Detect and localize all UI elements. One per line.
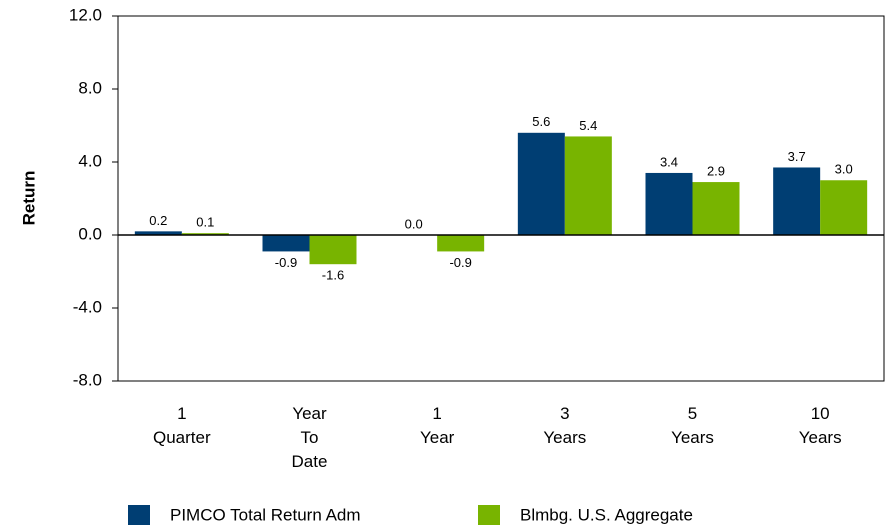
bar bbox=[564, 136, 612, 235]
y-tick-label: 0.0 bbox=[78, 224, 102, 243]
x-tick-label: 1 Quarter bbox=[153, 404, 211, 447]
x-tick-label-line: 1 bbox=[432, 404, 441, 423]
bar bbox=[773, 167, 821, 235]
bar bbox=[692, 182, 740, 235]
x-tick-label-line: 5 bbox=[688, 404, 697, 423]
y-tick-label: 8.0 bbox=[78, 78, 102, 97]
data-label: 3.0 bbox=[835, 162, 853, 177]
x-tick-label-line: Years bbox=[543, 428, 586, 447]
y-tick-label: -4.0 bbox=[73, 297, 102, 316]
legend-swatch bbox=[478, 505, 500, 525]
data-label: -0.9 bbox=[275, 255, 297, 270]
x-tick-label-line: Years bbox=[671, 428, 714, 447]
bar bbox=[437, 235, 485, 252]
legend-swatch bbox=[128, 505, 150, 525]
y-tick-label: 4.0 bbox=[78, 151, 102, 170]
x-tick-label-line: Year bbox=[420, 428, 455, 447]
bar bbox=[309, 235, 357, 265]
data-label: 0.2 bbox=[149, 213, 167, 228]
x-tick-label-line: To bbox=[301, 428, 319, 447]
y-axis-label: Return bbox=[19, 171, 38, 226]
bar bbox=[262, 235, 310, 252]
bar bbox=[517, 132, 565, 235]
x-tick-label-line: Year bbox=[292, 404, 327, 423]
bar bbox=[134, 231, 182, 235]
data-label: 5.4 bbox=[579, 118, 597, 133]
data-label: 0.0 bbox=[405, 216, 423, 231]
legend-label: PIMCO Total Return Adm bbox=[170, 505, 361, 524]
y-tick-label: 12.0 bbox=[69, 5, 102, 24]
data-label: -1.6 bbox=[322, 268, 344, 283]
data-label: 3.4 bbox=[660, 154, 678, 169]
x-tick-label-line: 1 bbox=[177, 404, 186, 423]
x-tick-label: 10 Years bbox=[799, 404, 842, 447]
x-tick-label: Year To Date bbox=[292, 404, 328, 471]
x-tick-label-line: 10 bbox=[811, 404, 830, 423]
bar bbox=[645, 172, 693, 235]
data-label: -0.9 bbox=[449, 255, 471, 270]
x-tick-label-line: Quarter bbox=[153, 428, 211, 447]
x-tick-label-line: Years bbox=[799, 428, 842, 447]
x-tick-label-line: Date bbox=[292, 452, 328, 471]
x-tick-label: 5 Years bbox=[671, 404, 714, 447]
x-tick-label: 3 Years bbox=[543, 404, 586, 447]
plot-border bbox=[117, 15, 885, 382]
data-label: 3.7 bbox=[788, 149, 806, 164]
legend-label: Blmbg. U.S. Aggregate bbox=[520, 505, 693, 524]
x-tick-label-line: 3 bbox=[560, 404, 569, 423]
data-label: 5.6 bbox=[532, 114, 550, 129]
bar bbox=[820, 180, 868, 235]
data-label: 2.9 bbox=[707, 164, 725, 179]
y-tick-label: -8.0 bbox=[73, 370, 102, 389]
x-tick-label: 1 Year bbox=[420, 404, 455, 447]
bar bbox=[181, 233, 229, 235]
data-label: 0.1 bbox=[196, 215, 214, 230]
